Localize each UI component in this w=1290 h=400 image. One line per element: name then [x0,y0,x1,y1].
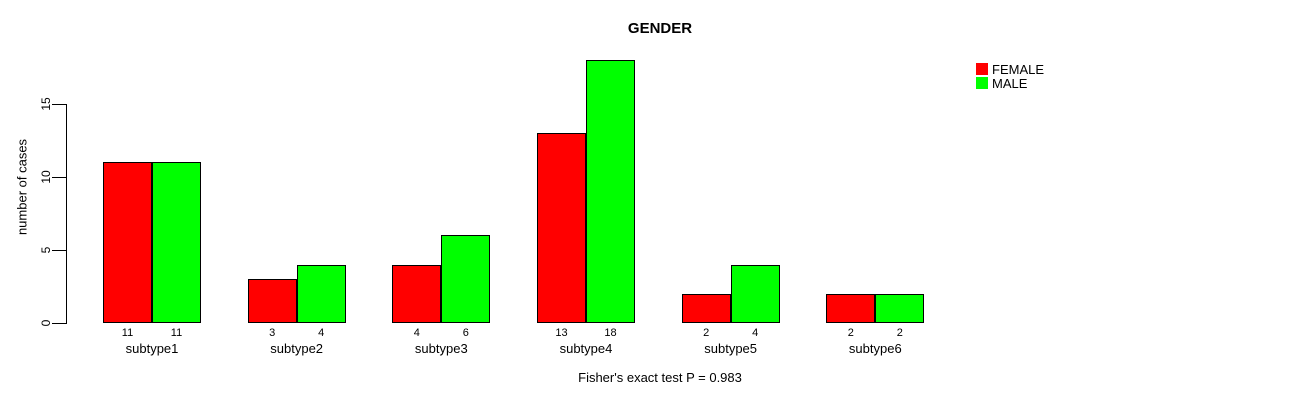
bar-female-subtype3 [392,264,442,323]
y-tick-mark [52,250,66,251]
y-tick-mark [52,104,66,105]
bar-female-subtype6 [826,293,876,323]
bar-value-label: 11 [121,327,134,339]
x-category-label: subtype3 [414,341,468,356]
bar-value-label: 6 [462,327,469,339]
y-axis-line [66,104,67,324]
y-tick-mark [52,323,66,324]
x-category-label: subtype1 [125,341,179,356]
bar-male-subtype4 [585,60,635,323]
female-color-swatch [976,63,988,75]
bar-value-label: 2 [703,327,710,339]
bar-value-label: 2 [847,327,854,339]
bar-value-label: 13 [555,327,568,339]
legend: FEMALE MALE [976,61,1045,91]
bar-value-label: 18 [604,327,617,339]
bar-value-label: 4 [413,327,420,339]
bar-value-label: 4 [752,327,759,339]
x-category-label: subtype6 [848,341,902,356]
y-tick-label: 0 [39,319,53,327]
bar-value-label: 11 [170,327,183,339]
bar-male-subtype2 [296,264,346,323]
y-tick-label: 10 [39,170,53,184]
bar-male-subtype6 [875,293,925,323]
x-category-label: subtype2 [270,341,324,356]
bar-value-label: 3 [269,327,276,339]
chart-title: GENDER [627,20,693,37]
legend-item-male: MALE [976,75,1044,91]
bar-female-subtype4 [536,133,586,323]
bar-male-subtype5 [730,264,780,323]
bar-value-label: 2 [896,327,903,339]
bar-male-subtype1 [152,162,201,323]
y-tick-mark [52,177,66,178]
y-tick-label: 5 [39,246,53,254]
legend-label-male: MALE [992,75,1028,91]
bar-female-subtype5 [681,293,731,323]
bar-female-subtype2 [247,279,297,323]
legend-label-female: FEMALE [992,61,1045,77]
bar-male-subtype3 [441,235,491,323]
y-axis-label: number of cases [14,138,30,236]
x-category-label: subtype4 [559,341,613,356]
legend-item-female: FEMALE [976,61,1045,77]
annotation-text: Fisher's exact test P = 0.983 [578,370,742,385]
x-category-label: subtype5 [704,341,758,356]
male-color-swatch [976,77,988,89]
y-tick-label: 15 [39,97,53,111]
bar-value-label: 4 [318,327,325,339]
bar-female-subtype1 [103,162,152,323]
